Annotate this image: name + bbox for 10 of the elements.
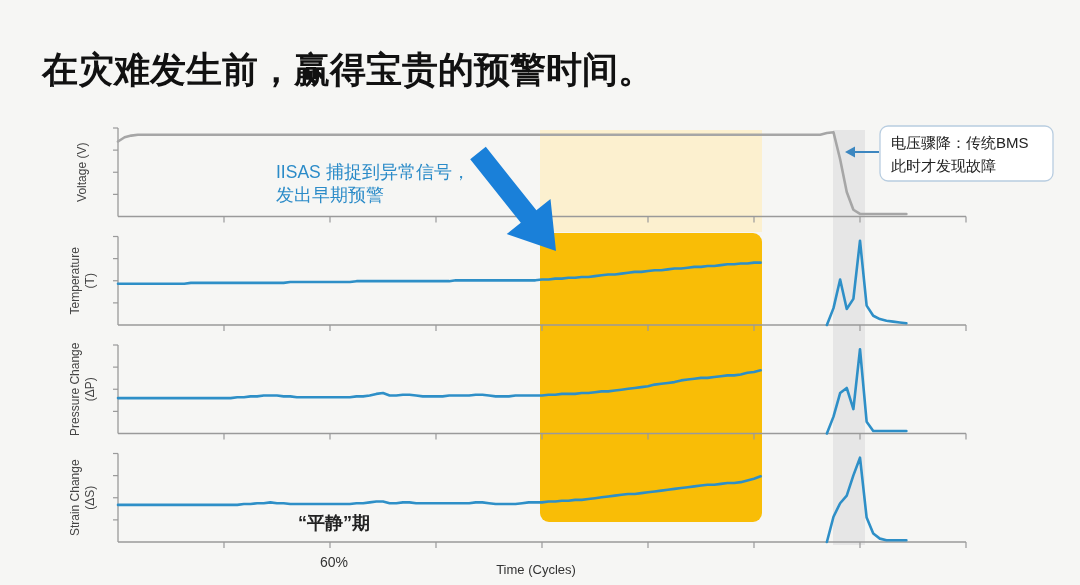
- annotation: IISAS 捕捉到异常信号，发出早期预警: [276, 162, 470, 205]
- y-axis-title: Strain Change (ΔS): [67, 459, 97, 537]
- y-axis-title: Pressure Change (ΔP): [67, 342, 97, 436]
- text: 60%: [319, 554, 349, 570]
- annotation: “平静”期: [298, 513, 370, 533]
- annotation: 电压骤降：传统BMS此时才发现故障: [891, 133, 1029, 174]
- chart-title: 在灾难发生前，赢得宝贵的预警时间。: [41, 48, 654, 90]
- y-axis-title: Voltage (V): [75, 142, 89, 202]
- y-axis-title: Temperature (T): [67, 246, 97, 315]
- x-axis-title: Time (Cycles): [496, 561, 576, 577]
